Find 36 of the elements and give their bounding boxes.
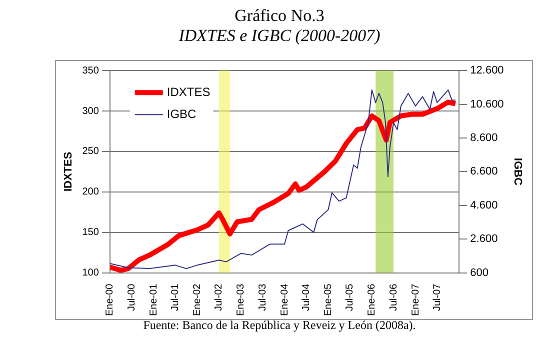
- x-tick-label: Ene-04: [279, 283, 290, 316]
- y-tick-label: 100: [82, 268, 100, 279]
- x-tick-label: Ene-00: [104, 283, 116, 316]
- x-tick-label: Jul-02: [214, 283, 225, 312]
- x-tick-label: Jul-05: [344, 283, 356, 312]
- y-tick-label: 350: [82, 65, 100, 76]
- y2-tick-label: 4.600: [470, 199, 498, 212]
- x-tick-label: Ene-05: [323, 283, 334, 316]
- y2-tick-label: 10.600: [470, 98, 504, 110]
- x-tick-label: Ene-01: [148, 283, 160, 316]
- y2-tick-label: 12.600: [470, 64, 504, 77]
- y-tick-label: 300: [82, 106, 100, 117]
- chart-title: Gráfico No.3: [234, 6, 326, 26]
- y-tick-label: 150: [82, 227, 100, 238]
- x-tick-label: Jul-00: [126, 283, 138, 312]
- y2-tick-label: 2.600: [470, 233, 498, 246]
- y2-tick-label: 6.600: [470, 166, 498, 178]
- x-tick-label: Jul-01: [170, 283, 182, 312]
- x-tick-label: Ene-06: [366, 283, 378, 316]
- y-axis-title: IDXTES: [62, 152, 75, 192]
- x-tick-label: Jul-03: [257, 283, 268, 312]
- y-tick-label: 200: [82, 186, 100, 198]
- legend-label: IGBC: [166, 106, 197, 121]
- legend-label: IDXTES: [166, 84, 210, 99]
- x-tick-label: Ene-03: [236, 283, 247, 316]
- y2-tick-label: 8.600: [470, 132, 498, 144]
- x-tick-label: Ene-07: [410, 283, 422, 316]
- y2-axis-title: IGBC: [511, 158, 524, 186]
- chart-subtitle: IDXTES e IGBC (2000-2007): [178, 26, 382, 46]
- y2-tick-label: 600: [470, 266, 489, 279]
- x-tick-label: Jul-07: [432, 283, 443, 312]
- x-tick-label: Ene-02: [192, 283, 204, 316]
- x-tick-label: Jul-04: [301, 283, 312, 312]
- source-note: Fuente: Banco de la República y Reveiz y León (2008a).: [142, 318, 417, 333]
- x-tick-label: Jul-06: [388, 283, 400, 312]
- y-tick-label: 250: [82, 146, 100, 158]
